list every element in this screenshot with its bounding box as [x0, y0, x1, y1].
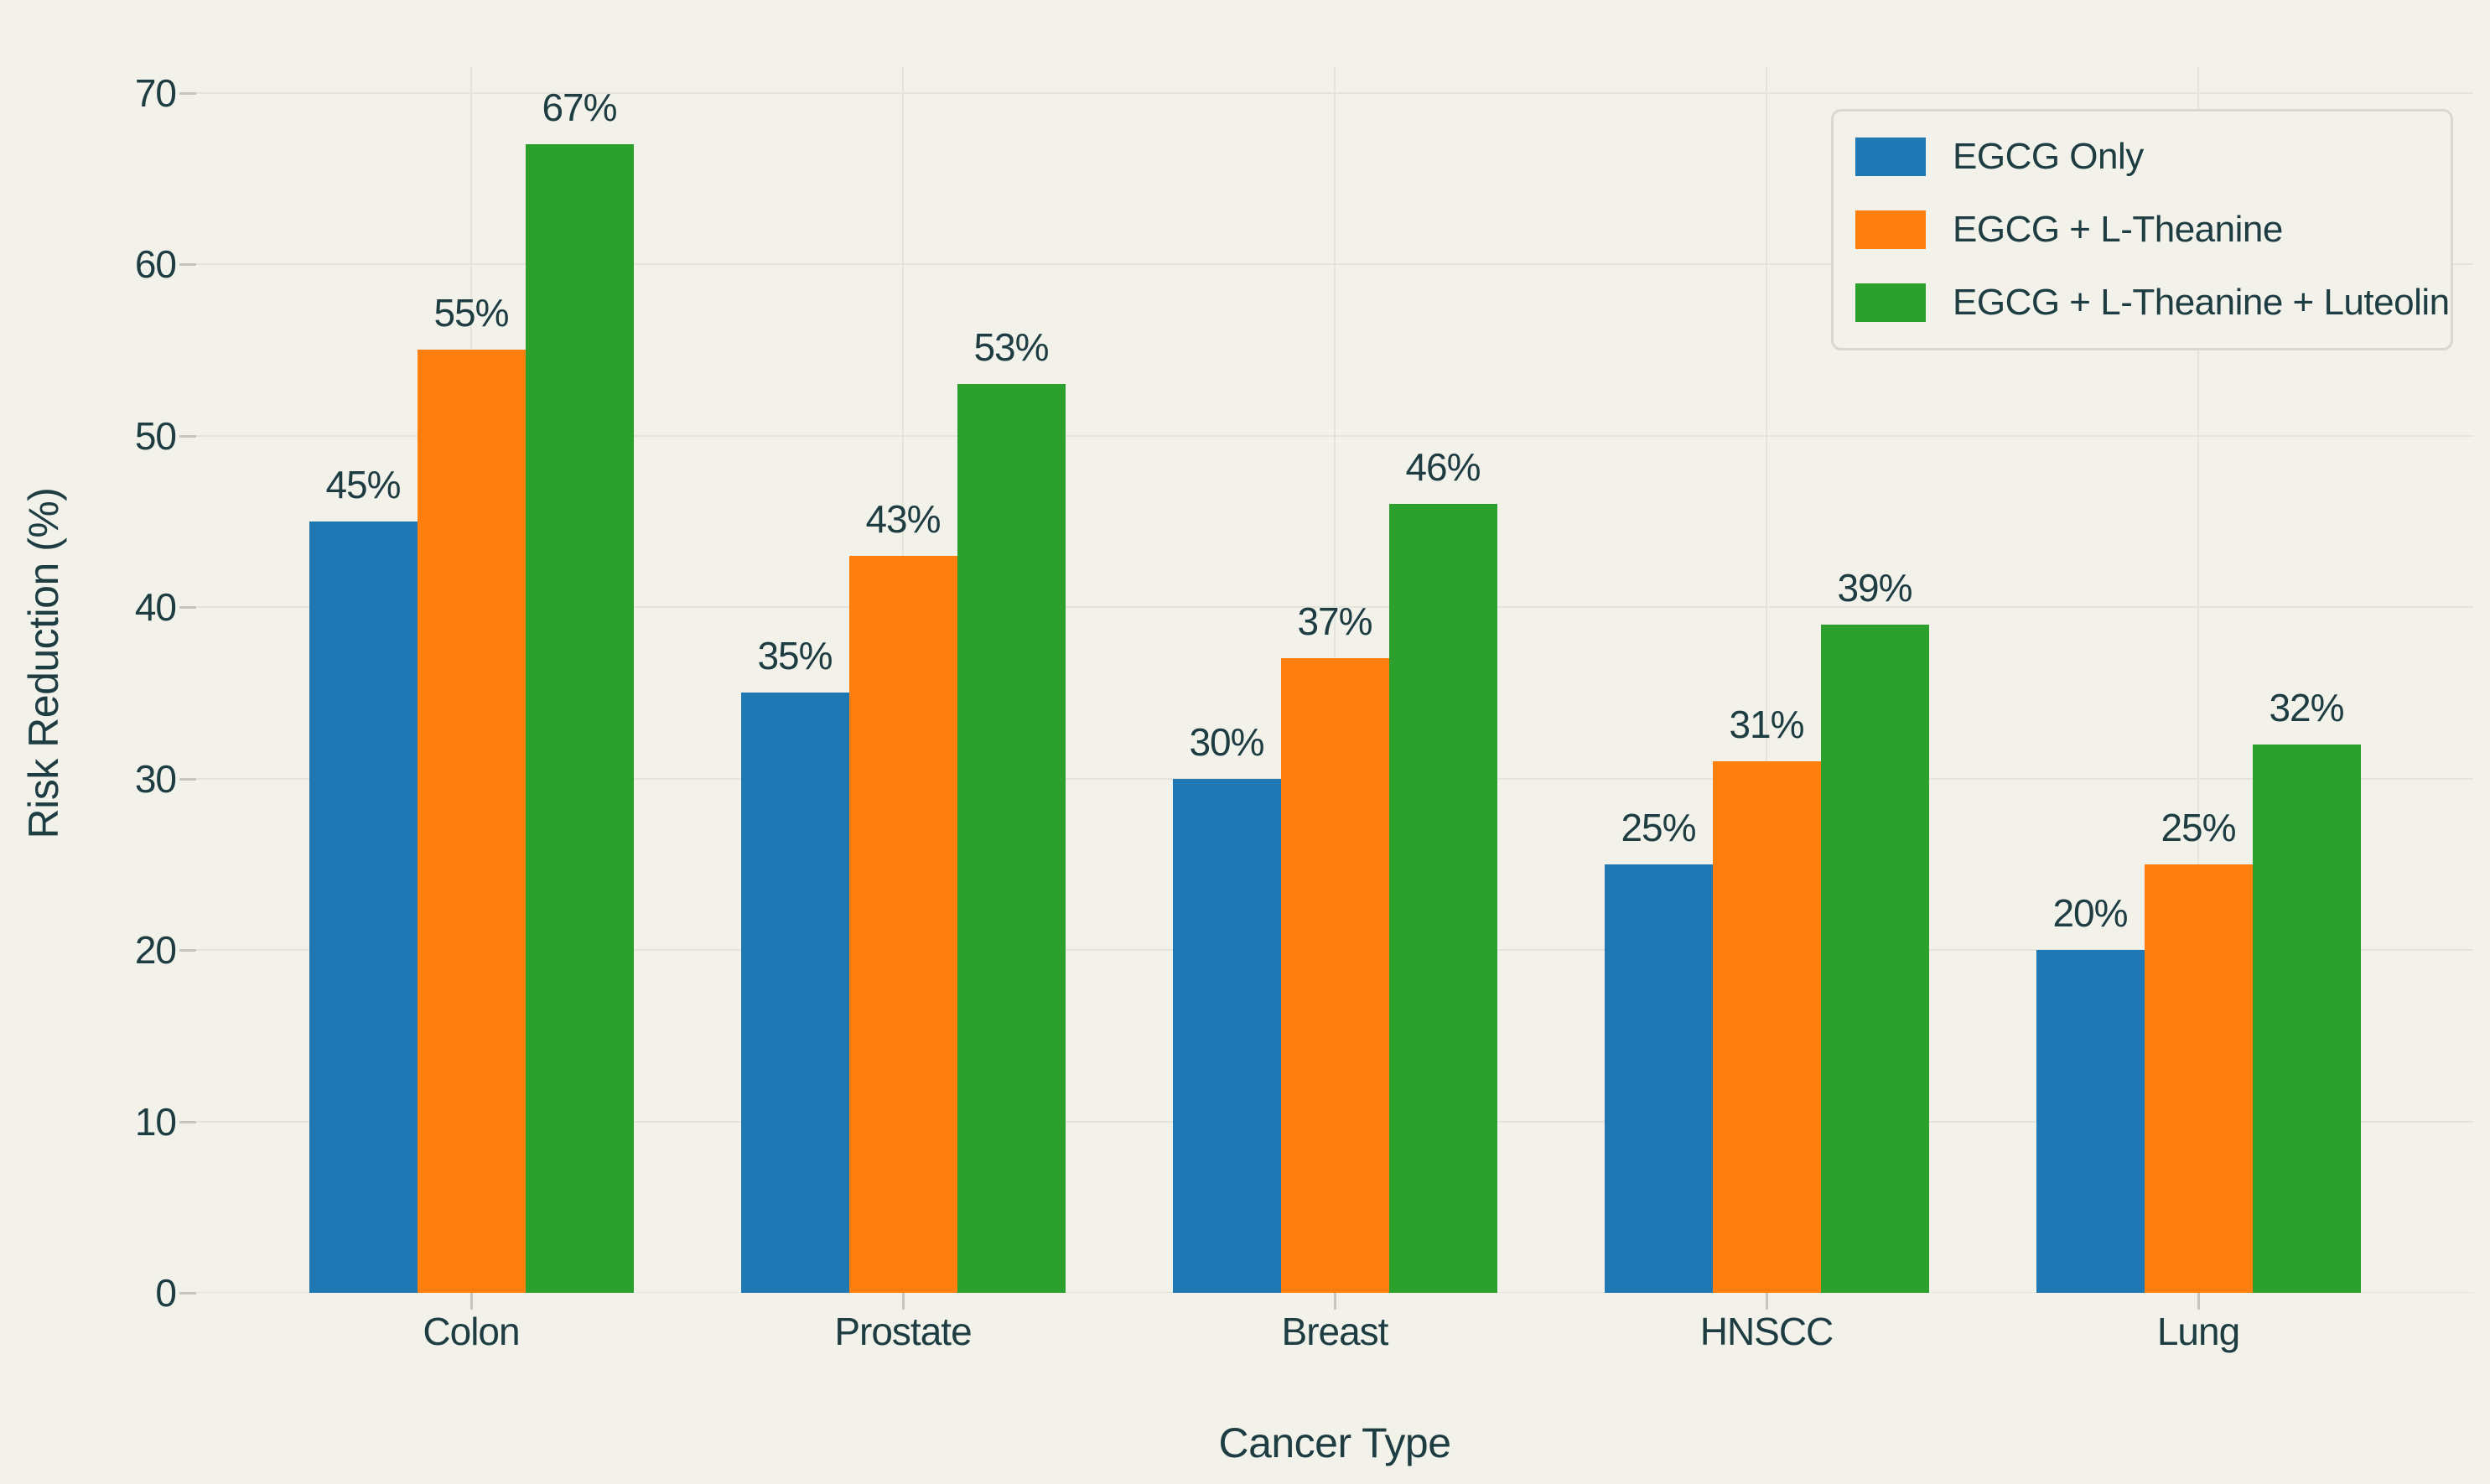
y-tick-label: 10	[134, 1099, 177, 1144]
legend-swatch-egcg-only	[1855, 138, 1926, 176]
y-tick-mark	[179, 777, 196, 781]
x-tick-label-lung: Lung	[2156, 1310, 2240, 1353]
x-tick-label-colon: Colon	[423, 1310, 520, 1353]
bar-value-label: 43%	[865, 496, 941, 541]
legend-label: EGCG + L-Theanine + Luteolin	[1953, 282, 2450, 323]
bar-egcg-only-prostate	[740, 693, 849, 1293]
legend-item-egcg-only: EGCG Only	[1855, 137, 2429, 177]
bar-egcg-l-theanine-luteolin-lung	[2252, 744, 2361, 1293]
y-tick-label: 50	[134, 413, 177, 458]
x-tick-mark	[1766, 1293, 1768, 1310]
bar-value-label: 32%	[2269, 685, 2344, 729]
y-tick-mark	[179, 949, 196, 952]
bar-egcg-only-breast	[1172, 778, 1281, 1293]
legend-label: EGCG Only	[1953, 136, 2144, 177]
y-tick-label: 0	[155, 1271, 177, 1315]
y-tick-mark	[179, 434, 196, 438]
bar-value-label: 25%	[2161, 805, 2236, 849]
y-tick-label: 40	[134, 585, 177, 630]
legend-label: EGCG + L-Theanine	[1953, 209, 2283, 250]
bar-egcg-l-theanine-lung	[2144, 864, 2253, 1293]
v-gridline	[1766, 67, 1767, 1293]
y-tick-label: 20	[134, 928, 177, 973]
y-tick-mark	[179, 606, 196, 610]
x-tick-mark	[902, 1293, 905, 1310]
bar-value-label: 25%	[1621, 805, 1696, 849]
bar-value-label: 35%	[757, 634, 833, 678]
x-tick-label-breast: Breast	[1281, 1310, 1389, 1353]
y-tick-mark	[179, 91, 196, 95]
v-gridline	[2197, 67, 2199, 1293]
bar-egcg-l-theanine-luteolin-breast	[1388, 504, 1497, 1293]
legend-swatch-egcg-l-theanine-luteolin	[1855, 283, 1926, 322]
y-tick-mark	[179, 1120, 196, 1123]
bar-egcg-only-colon	[309, 521, 418, 1293]
bar-value-label: 55%	[433, 291, 509, 335]
bar-egcg-only-lung	[2036, 950, 2145, 1293]
x-tick-mark	[470, 1293, 473, 1310]
bar-value-label: 67%	[542, 86, 617, 129]
bar-value-label: 53%	[973, 325, 1049, 370]
x-tick-label-hnscc: HNSCC	[1699, 1310, 1834, 1353]
y-tick-mark	[179, 263, 196, 267]
x-tick-mark	[1334, 1293, 1336, 1310]
x-tick-label-prostate: Prostate	[834, 1310, 972, 1353]
bar-egcg-l-theanine-prostate	[848, 555, 957, 1293]
bar-value-label: 20%	[2052, 891, 2128, 936]
bar-value-label: 31%	[1729, 703, 1804, 747]
bar-value-label: 45%	[325, 462, 401, 506]
bar-egcg-l-theanine-luteolin-hnscc	[1820, 624, 1929, 1293]
legend-item-egcg-l-theanine: EGCG + L-Theanine	[1855, 210, 2429, 250]
plot-area	[196, 67, 2473, 1293]
bar-egcg-l-theanine-colon	[417, 350, 526, 1293]
y-tick-label: 60	[134, 242, 177, 287]
bar-value-label: 37%	[1297, 599, 1372, 644]
legend-swatch-egcg-l-theanine	[1855, 210, 1926, 249]
bar-value-label: 39%	[1837, 565, 1912, 610]
y-tick-label: 70	[134, 70, 177, 115]
y-tick-mark	[179, 1292, 196, 1295]
y-tick-label: 30	[134, 756, 177, 801]
bar-value-label: 46%	[1405, 445, 1481, 490]
bar-egcg-l-theanine-luteolin-prostate	[957, 384, 1066, 1293]
legend: EGCG Only EGCG + L-Theanine EGCG + L-Thean…	[1831, 109, 2453, 350]
bar-egcg-only-hnscc	[1604, 864, 1713, 1293]
x-tick-mark	[2197, 1293, 2200, 1310]
bar-egcg-l-theanine-luteolin-colon	[525, 144, 634, 1293]
x-axis-title: Cancer Type	[1218, 1419, 1451, 1466]
legend-item-egcg-l-theanine-luteolin: EGCG + L-Theanine + Luteolin	[1855, 283, 2450, 323]
bar-egcg-l-theanine-hnscc	[1712, 761, 1821, 1293]
bar-value-label: 30%	[1189, 719, 1264, 764]
bar-egcg-l-theanine-breast	[1280, 658, 1389, 1293]
